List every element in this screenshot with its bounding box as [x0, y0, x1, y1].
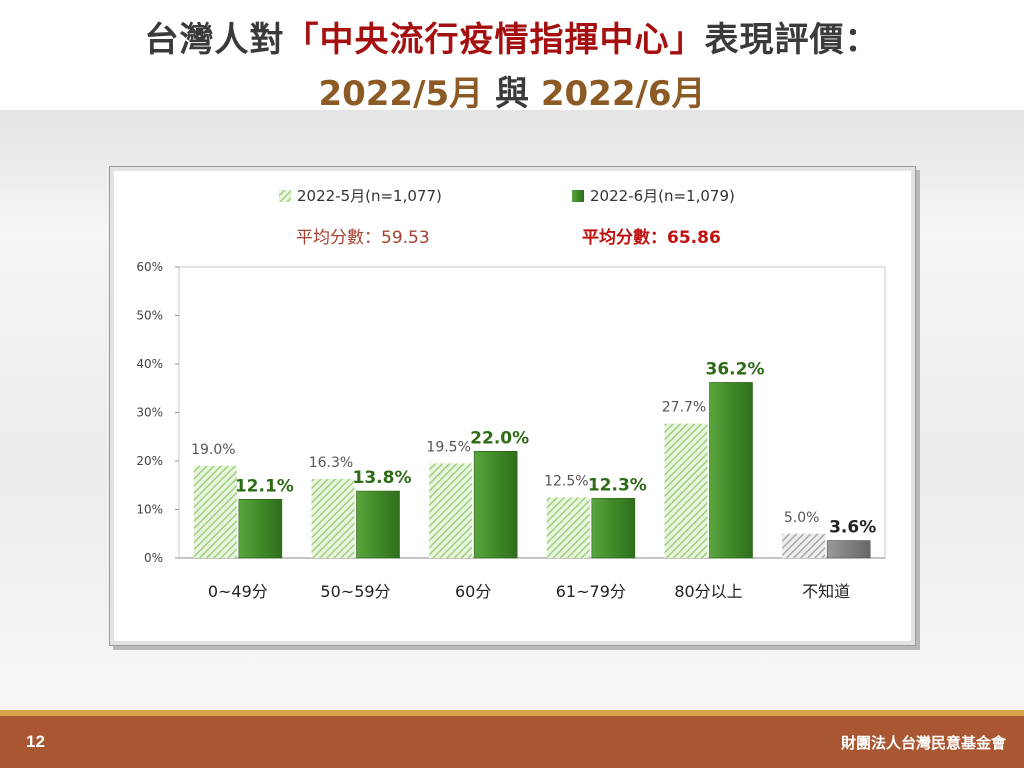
- bar-may: [429, 463, 473, 558]
- plot-area: [178, 266, 886, 559]
- page-subtitle: 2022/5月 與 2022/6月: [0, 66, 1024, 115]
- y-axis: 0% 10% 20% 30% 40% 50% 60%: [136, 260, 179, 565]
- bar-june: [709, 382, 753, 559]
- bar-june: [356, 490, 400, 559]
- data-label-june: 12.3%: [588, 475, 647, 495]
- x-tick-label: 50~59分: [320, 582, 390, 601]
- legend-label-may: 2022-5月(n=1,077): [297, 187, 442, 205]
- subtitle-join: 與: [495, 74, 529, 114]
- data-label-may: 27.7%: [662, 400, 706, 416]
- data-label-may: 5.0%: [784, 510, 820, 526]
- bars-group: 19.0% 12.1% 16.3%13.8% 19.5% 22.0% 12.5% 12.3%…: [191, 359, 876, 559]
- bar-may: [193, 465, 237, 558]
- x-tick-label: 0~49分: [208, 582, 268, 601]
- average-score-june: 平均分數：65.86: [582, 227, 721, 248]
- y-tick-label: 30%: [136, 406, 163, 420]
- data-label-may: 19.5%: [426, 439, 470, 455]
- bar-june: [473, 450, 518, 559]
- bar-june: [238, 499, 283, 559]
- bar-june: [826, 540, 871, 559]
- chart-frame: [109, 166, 916, 646]
- data-label-june: 3.6%: [829, 518, 876, 538]
- data-label-june: 36.2%: [706, 359, 765, 379]
- title-prefix: 台灣人對: [144, 20, 285, 60]
- page-title: 台灣人對「中央流行疫情指揮中心」表現評價：: [0, 12, 1024, 61]
- legend-label-june: 2022-6月(n=1,079): [590, 187, 735, 205]
- average-score-may: 平均分數：59.53: [296, 228, 430, 248]
- y-tick-label: 10%: [136, 503, 163, 517]
- x-axis: 0~49分 50~59分 60分 61~79分 80分以上 不知道: [208, 582, 850, 601]
- bar-may: [782, 533, 826, 558]
- footer-accent-line: [0, 710, 1024, 716]
- bar-may: [546, 497, 590, 558]
- subtitle-date-1: 2022/5月: [318, 74, 484, 114]
- x-tick-label: 61~79分: [556, 582, 626, 601]
- y-tick-label: 20%: [136, 454, 163, 468]
- title-suffix: 表現評價：: [704, 20, 880, 60]
- footer-bar: 12 財團法人台灣民意基金會: [0, 716, 1024, 768]
- data-label-may: 16.3%: [309, 455, 353, 471]
- page-number: 12: [26, 732, 45, 751]
- bar-may: [664, 423, 708, 558]
- legend-swatch-may: [279, 190, 291, 202]
- x-tick-label: 不知道: [802, 582, 850, 601]
- data-label-june: 22.0%: [470, 428, 529, 448]
- y-tick-label: 40%: [136, 357, 163, 371]
- y-tick-label: 0%: [144, 551, 163, 565]
- data-label-june: 12.1%: [235, 476, 294, 496]
- y-tick-label: 60%: [136, 260, 163, 274]
- subtitle-date-2: 2022/6月: [540, 74, 706, 114]
- data-label-may: 19.0%: [191, 442, 235, 458]
- title-highlight: 「中央流行疫情指揮中心」: [284, 20, 705, 60]
- bar-may: [311, 478, 355, 558]
- x-tick-label: 80分以上: [674, 582, 742, 601]
- organization-name: 財團法人台灣民意基金會: [840, 734, 1006, 752]
- data-label-may: 12.5%: [544, 473, 588, 489]
- legend-swatch-june: [572, 190, 584, 202]
- bar-june: [591, 498, 636, 559]
- x-tick-label: 60分: [455, 582, 491, 601]
- y-tick-label: 50%: [136, 309, 163, 323]
- data-label-june: 13.8%: [353, 468, 412, 488]
